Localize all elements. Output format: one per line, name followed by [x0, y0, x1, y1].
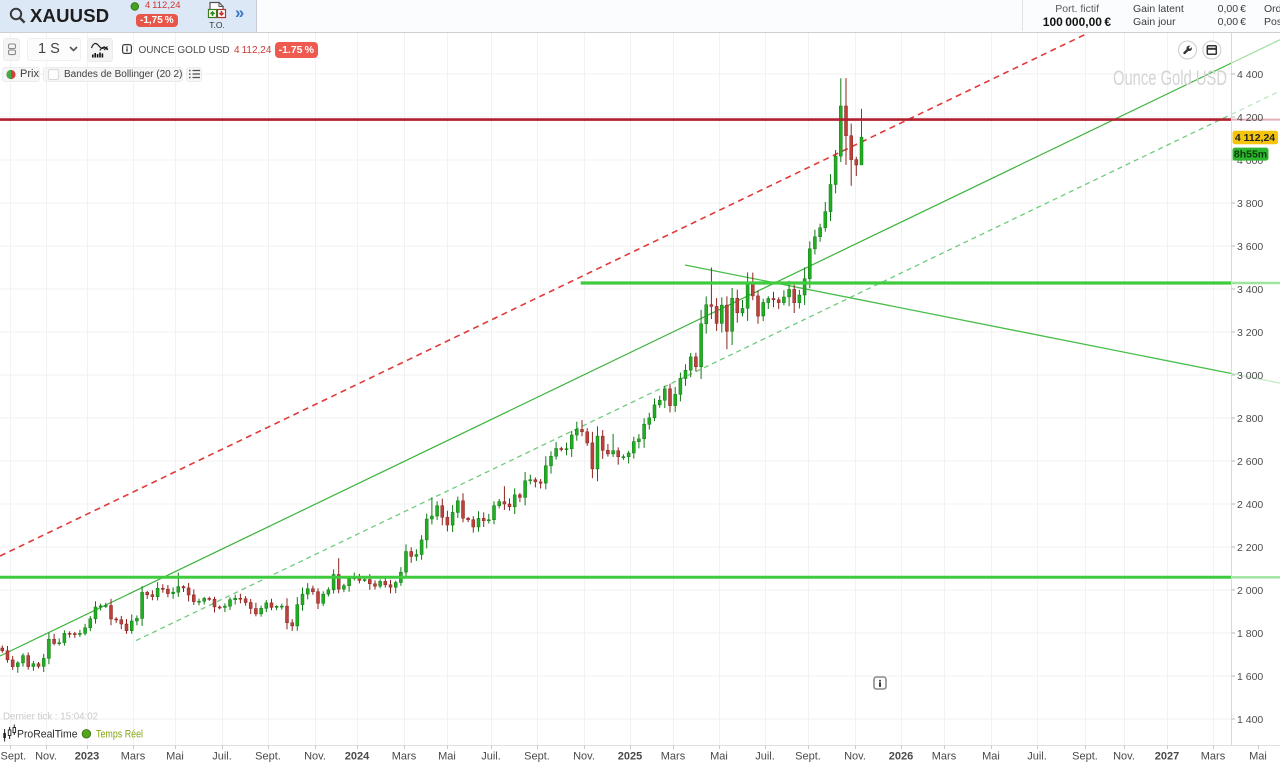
svg-text:Mai: Mai: [438, 751, 456, 763]
svg-text:Sept.: Sept.: [795, 751, 821, 763]
svg-text:2027: 2027: [1155, 751, 1179, 763]
svg-text:Mars: Mars: [661, 751, 686, 763]
svg-text:Nov.: Nov.: [304, 751, 326, 763]
svg-text:4 400: 4 400: [1237, 69, 1263, 81]
svg-text:1 600: 1 600: [1237, 671, 1263, 683]
svg-text:2 800: 2 800: [1237, 413, 1263, 425]
svg-text:8h55m: 8h55m: [1234, 149, 1267, 161]
svg-text:Juil.: Juil.: [481, 751, 501, 763]
svg-text:Nov.: Nov.: [1113, 751, 1135, 763]
svg-text:2024: 2024: [345, 751, 370, 763]
svg-text:Mars: Mars: [932, 751, 957, 763]
svg-text:3 400: 3 400: [1237, 284, 1263, 296]
svg-text:Juil.: Juil.: [755, 751, 775, 763]
svg-text:Nov.: Nov.: [35, 751, 57, 763]
svg-text:Mai: Mai: [710, 751, 728, 763]
svg-text:Mars: Mars: [1201, 751, 1226, 763]
svg-text:2 600: 2 600: [1237, 456, 1263, 468]
svg-text:Sept.: Sept.: [255, 751, 281, 763]
svg-text:Temps Réel: Temps Réel: [96, 729, 143, 741]
svg-text:Mai: Mai: [166, 751, 184, 763]
svg-text:Dernier tick : 15:04:02: Dernier tick : 15:04:02: [3, 711, 98, 723]
svg-text:2026: 2026: [889, 751, 913, 763]
svg-text:3 000: 3 000: [1237, 370, 1263, 382]
svg-text:4 112,24: 4 112,24: [1235, 132, 1275, 144]
svg-text:2025: 2025: [618, 751, 642, 763]
svg-text:1 800: 1 800: [1237, 628, 1263, 640]
svg-text:3 800: 3 800: [1237, 198, 1263, 210]
svg-text:Mai: Mai: [1249, 751, 1267, 763]
svg-text:2 400: 2 400: [1237, 499, 1263, 511]
svg-text:3 600: 3 600: [1237, 241, 1263, 253]
svg-text:Sept.: Sept.: [1, 751, 27, 763]
svg-text:Sept.: Sept.: [524, 751, 550, 763]
svg-text:2023: 2023: [75, 751, 99, 763]
svg-text:Sept.: Sept.: [1072, 751, 1098, 763]
svg-text:Ounce Gold USD: Ounce Gold USD: [1113, 67, 1227, 90]
svg-text:Juil.: Juil.: [212, 751, 232, 763]
svg-text:3 200: 3 200: [1237, 327, 1263, 339]
svg-text:Nov.: Nov.: [844, 751, 866, 763]
svg-text:2 200: 2 200: [1237, 542, 1263, 554]
svg-text:1 400: 1 400: [1237, 714, 1263, 726]
svg-text:4 200: 4 200: [1237, 112, 1263, 124]
svg-text:Juil.: Juil.: [1027, 751, 1047, 763]
svg-text:2 000: 2 000: [1237, 585, 1263, 597]
svg-text:ProRealTime: ProRealTime: [17, 729, 78, 741]
svg-text:Mars: Mars: [121, 751, 146, 763]
svg-text:Nov.: Nov.: [573, 751, 595, 763]
svg-text:Mai: Mai: [982, 751, 1000, 763]
svg-text:Mars: Mars: [392, 751, 417, 763]
